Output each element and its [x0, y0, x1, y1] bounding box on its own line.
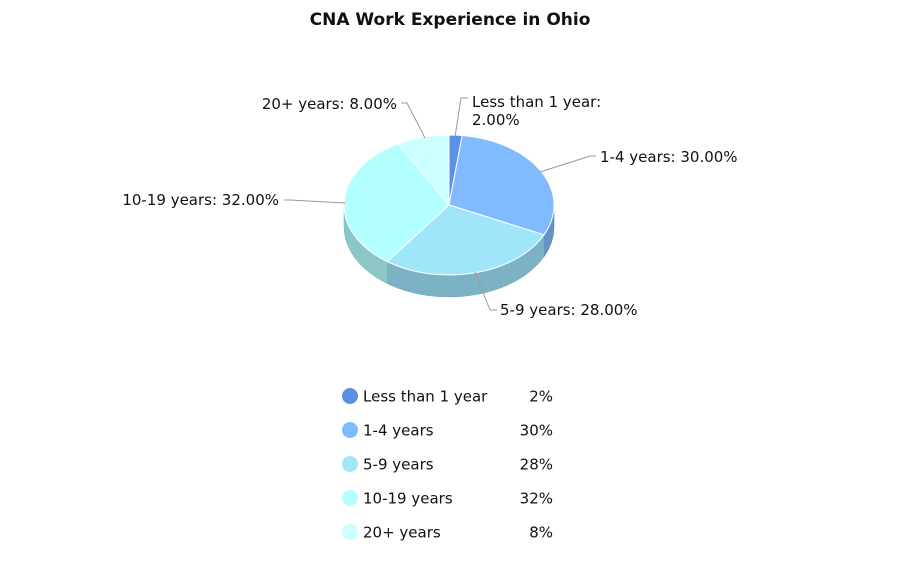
slice-label: 5-9 years: 28.00% — [500, 301, 638, 319]
legend-value: 2% — [529, 388, 553, 406]
slice-label-line: 5-9 years: 28.00% — [500, 301, 638, 319]
legend-label: 1-4 years — [363, 422, 434, 440]
slice-label-line: 2.00% — [472, 111, 520, 129]
legend-value: 28% — [520, 456, 553, 474]
slice-label: 1-4 years: 30.00% — [600, 148, 738, 166]
slice-label: 20+ years: 8.00% — [262, 95, 397, 113]
legend-label: 20+ years — [363, 524, 441, 542]
slice-label-line: 1-4 years: 30.00% — [600, 148, 738, 166]
slice-label: Less than 1 year: 2.00% — [472, 93, 601, 129]
legend-label: 10-19 years — [363, 490, 453, 508]
legend-marker — [342, 490, 358, 506]
legend-value: 8% — [529, 524, 553, 542]
slice — [343, 143, 450, 263]
leader-line — [474, 271, 497, 311]
legend-marker — [342, 524, 358, 540]
leader-line — [454, 97, 468, 138]
legend-marker — [342, 456, 358, 472]
legend-label: Less than 1 year — [363, 388, 488, 406]
legend-value: 30% — [520, 422, 553, 440]
leader-line — [401, 102, 426, 139]
chart-title: CNA Work Experience in Ohio — [310, 10, 591, 30]
legend-marker — [342, 422, 358, 438]
leader-line — [284, 199, 346, 204]
legend-marker — [342, 388, 358, 404]
slice-label: 10-19 years: 32.00% — [122, 191, 279, 209]
slice-label-line: 10-19 years: 32.00% — [122, 191, 279, 209]
leader-line — [539, 155, 596, 173]
legend-value: 32% — [520, 490, 553, 508]
slice-label-line: 20+ years: 8.00% — [262, 95, 397, 113]
legend-label: 5-9 years — [363, 456, 434, 474]
slice — [397, 134, 450, 207]
slice-label-line: Less than 1 year: — [472, 93, 601, 111]
